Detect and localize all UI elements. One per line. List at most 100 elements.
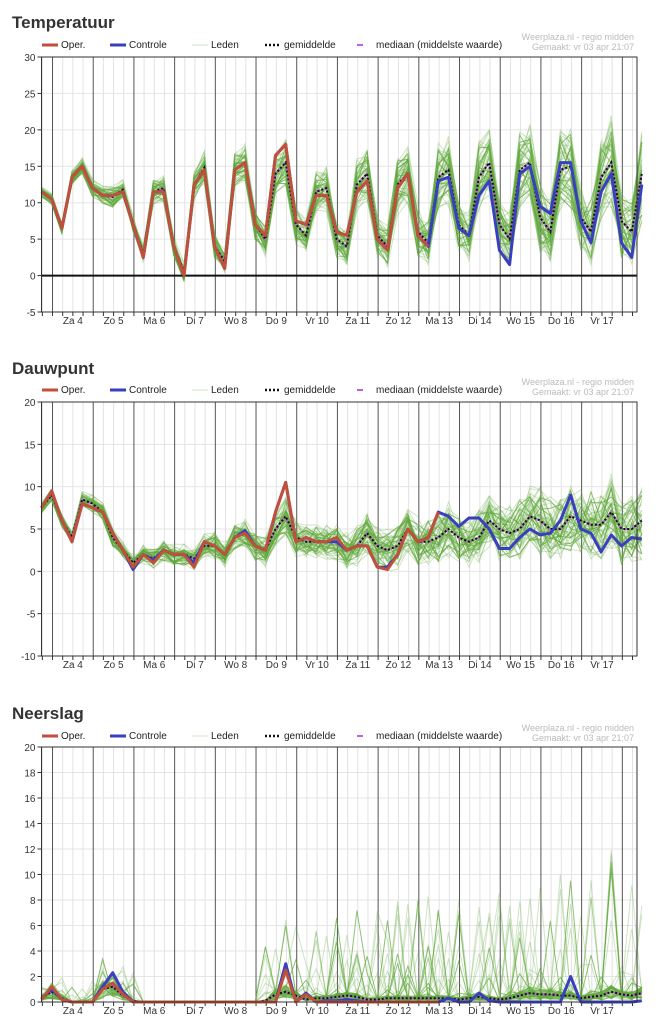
- x-day-label: Zo 5: [104, 316, 124, 327]
- member-line: [41, 491, 642, 567]
- x-day-label: Di 7: [186, 660, 204, 671]
- y-tick-label: 10: [24, 199, 36, 210]
- legend-item-members[interactable]: Leden: [192, 731, 239, 742]
- x-day-label: Ma 6: [143, 316, 166, 327]
- member-line: [41, 971, 642, 1003]
- y-tick-label: 12: [24, 845, 36, 856]
- chart-temperatuur: Temperatuur Oper. Controle Leden gemiddelde m…: [12, 13, 644, 327]
- x-day-label: Do 16: [548, 316, 575, 327]
- legend-item-oper[interactable]: Oper.: [42, 385, 85, 396]
- y-tick-label: 25: [24, 89, 36, 100]
- x-day-label: Do 9: [266, 660, 288, 671]
- x-day-label: Zo 5: [104, 1006, 124, 1017]
- x-day-label: Wo 15: [506, 316, 535, 327]
- y-tick-label: 10: [24, 483, 36, 494]
- y-tick-label: 10: [24, 871, 36, 882]
- chart-title: Neerslag: [12, 704, 84, 723]
- legend-label: gemiddelde: [284, 385, 336, 396]
- mean-line: [40, 985, 643, 1003]
- y-tick-label: 0: [30, 272, 36, 283]
- y-tick-label: 0: [30, 998, 36, 1009]
- legend-label: Leden: [211, 731, 239, 742]
- x-day-label: Za 4: [63, 660, 83, 671]
- y-tick-label: 0: [30, 567, 36, 578]
- made-timestamp: Gemaakt: vr 03 apr 21:07: [532, 387, 634, 397]
- chart-dauwpunt: Dauwpunt Oper. Controle Leden gemiddelde medi…: [12, 359, 643, 671]
- member-line: [41, 498, 642, 571]
- x-day-label: Za 11: [345, 1006, 370, 1017]
- source-label: Weerplaza.nl - regio midden: [522, 377, 634, 387]
- legend-item-oper[interactable]: Oper.: [42, 40, 85, 51]
- legend-item-median[interactable]: mediaan (middelste waarde): [357, 731, 502, 742]
- x-day-label: Za 4: [63, 1006, 83, 1017]
- x-day-label: Zo 5: [104, 660, 124, 671]
- legend-item-median[interactable]: mediaan (middelste waarde): [357, 40, 502, 51]
- legend-label: mediaan (middelste waarde): [376, 731, 502, 742]
- y-tick-label: -5: [27, 308, 36, 319]
- legend-label: Oper.: [61, 40, 85, 51]
- oper-line: [40, 142, 430, 278]
- y-tick-label: 20: [24, 398, 36, 409]
- x-day-label: Vr 17: [590, 660, 614, 671]
- source-label: Weerplaza.nl - regio midden: [522, 32, 634, 42]
- ensemble-members: [41, 473, 643, 572]
- grid: -10 -5 0 5 10 15 20 Za 4 Zo 5 Ma 6 Di 7 Wo 8 Do 9 Vr …: [21, 398, 637, 671]
- chart-neerslag: Neerslag Oper. Controle Leden gemiddelde medi…: [12, 704, 643, 1017]
- x-day-label: Do 9: [266, 1006, 288, 1017]
- x-day-label: Ma 13: [425, 1006, 453, 1017]
- x-day-label: Do 9: [266, 316, 288, 327]
- x-day-label: Di 14: [468, 316, 492, 327]
- legend-item-control[interactable]: Controle: [110, 731, 167, 742]
- y-tick-label: 20: [24, 126, 36, 137]
- x-day-label: Zo 12: [386, 660, 412, 671]
- y-tick-label: 5: [30, 235, 36, 246]
- x-day-label: Ma 13: [425, 316, 453, 327]
- x-day-label: Wo 15: [506, 1006, 535, 1017]
- legend-label: gemiddelde: [284, 731, 336, 742]
- chart-title: Dauwpunt: [12, 359, 94, 378]
- legend-item-oper[interactable]: Oper.: [42, 731, 85, 742]
- ensemble-members: [41, 850, 643, 1004]
- legend-label: Leden: [211, 385, 239, 396]
- y-tick-label: 18: [24, 769, 36, 780]
- legend-label: mediaan (middelste waarde): [376, 385, 502, 396]
- legend: Oper. Controle Leden gemiddelde mediaan (mid…: [42, 385, 502, 396]
- y-tick-label: 16: [24, 794, 36, 805]
- legend-item-median[interactable]: mediaan (middelste waarde): [357, 385, 502, 396]
- legend-label: mediaan (middelste waarde): [376, 40, 502, 51]
- oper-line: [40, 480, 440, 572]
- legend-item-mean[interactable]: gemiddelde: [265, 40, 336, 51]
- x-day-label: Vr 17: [590, 316, 614, 327]
- y-tick-label: 30: [24, 53, 36, 64]
- legend-item-control[interactable]: Controle: [110, 385, 167, 396]
- plot-frame: [41, 56, 638, 313]
- legend-item-mean[interactable]: gemiddelde: [265, 385, 336, 396]
- x-day-label: Vr 10: [305, 1006, 329, 1017]
- y-tick-label: 15: [24, 440, 36, 451]
- x-day-label: Wo 8: [224, 1006, 248, 1017]
- made-timestamp: Gemaakt: vr 03 apr 21:07: [532, 733, 634, 743]
- legend-item-control[interactable]: Controle: [110, 40, 167, 51]
- x-day-label: Di 7: [186, 316, 204, 327]
- legend: Oper. Controle Leden gemiddelde mediaan (mid…: [42, 731, 502, 742]
- chart-title: Temperatuur: [12, 13, 115, 32]
- member-line: [41, 500, 642, 569]
- legend-item-members[interactable]: Leden: [192, 385, 239, 396]
- source-label: Weerplaza.nl - regio midden: [522, 723, 634, 733]
- x-day-label: Ma 6: [143, 1006, 166, 1017]
- legend-item-mean[interactable]: gemiddelde: [265, 731, 336, 742]
- y-tick-label: 8: [30, 896, 36, 907]
- y-tick-label: -10: [21, 652, 36, 663]
- legend-item-members[interactable]: Leden: [192, 40, 239, 51]
- legend: Oper. Controle Leden gemiddelde mediaan (mid…: [42, 40, 502, 51]
- legend-label: Controle: [129, 385, 167, 396]
- y-tick-label: -5: [27, 610, 36, 621]
- member-line: [41, 941, 643, 1003]
- plot-frame: [41, 746, 638, 1003]
- plot-frame: [41, 401, 638, 657]
- x-day-label: Wo 8: [224, 316, 248, 327]
- member-line: [41, 500, 643, 569]
- y-tick-label: 20: [24, 743, 36, 754]
- member-line: [41, 120, 643, 265]
